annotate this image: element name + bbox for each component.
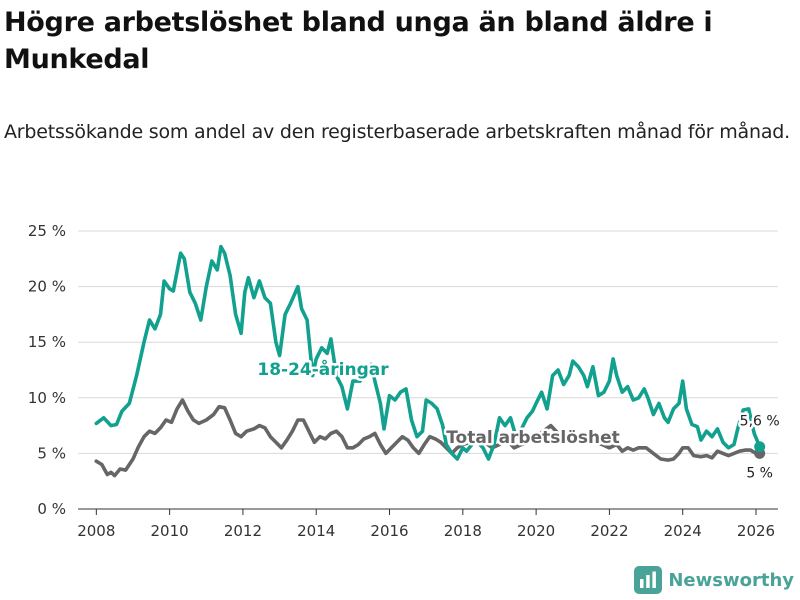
axes: 0 % 5 % 10 % 15 % 20 % 25 % 2008 2010 2012 2014 20…: [28, 222, 775, 540]
y-tick-label: 0 %: [37, 500, 66, 518]
x-tick-label: 2018: [444, 522, 482, 540]
series-label-youth: 18-24-åringar: [257, 358, 389, 380]
series-label-total: Total arbetslöshet: [446, 428, 620, 448]
end-marker-youth: [754, 441, 766, 453]
y-tick-label: 5 %: [37, 444, 66, 462]
x-tick-label: 2022: [590, 522, 628, 540]
x-tick-label: 2008: [77, 522, 115, 540]
y-tick-label: 20 %: [28, 278, 66, 296]
end-label-youth: 5,6 %: [740, 414, 780, 430]
x-tick-label: 2012: [224, 522, 262, 540]
end-label-total-halo: 5 %: [746, 465, 773, 481]
x-tick-label: 2016: [370, 522, 408, 540]
x-tick-label: 2026: [737, 522, 775, 540]
chart-subtitle: Arbetssökande som andel av den registerb…: [4, 121, 790, 143]
series-label-youth-halo: 18-24-åringar: [257, 358, 389, 380]
y-tick-label: 25 %: [28, 222, 66, 240]
end-label-youth-halo: 5,6 %: [740, 414, 780, 430]
series-line-total: [94, 398, 762, 478]
y-tick-label: 10 %: [28, 389, 66, 407]
series-label-total-halo: Total arbetslöshet: [446, 428, 620, 448]
chart-title: Högre arbetslöshet bland unga än bland ä…: [4, 7, 713, 75]
x-tick-label: 2014: [297, 522, 335, 540]
series: [94, 244, 766, 478]
x-tick-label: 2024: [664, 522, 702, 540]
y-tick-label: 15 %: [28, 333, 66, 351]
x-tick-label: 2010: [151, 522, 189, 540]
brand-logo: Newsworthy: [634, 566, 794, 594]
gridlines: [78, 230, 778, 510]
end-label-total: 5 %: [746, 465, 773, 481]
newsworthy-logo-icon: [634, 566, 663, 594]
x-tick-label: 2020: [517, 522, 555, 540]
brand-name: Newsworthy: [668, 569, 794, 591]
series-line-youth: [94, 244, 762, 461]
